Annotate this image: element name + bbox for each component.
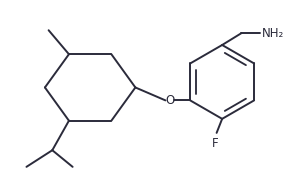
Text: F: F bbox=[212, 137, 218, 150]
Text: O: O bbox=[165, 94, 174, 107]
Text: NH₂: NH₂ bbox=[262, 27, 284, 40]
